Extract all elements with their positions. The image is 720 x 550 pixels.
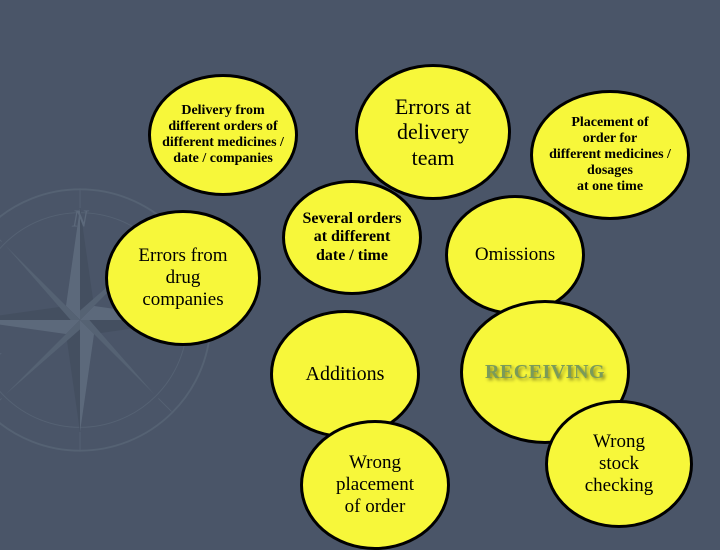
bubble-label: Wrong stock checking <box>585 431 654 497</box>
bubble-additions: Additions <box>270 310 420 438</box>
bubble-errors-delivery-team: Errors at delivery team <box>355 64 511 200</box>
bubble-wrong-placement: Wrong placement of order <box>300 420 450 550</box>
bubble-placement-order: Placement of order for different medicin… <box>530 90 690 220</box>
bubble-label: Omissions <box>475 244 555 266</box>
bubble-label: Errors at delivery team <box>395 94 471 170</box>
bubble-errors-drug-companies: Errors from drug companies <box>105 210 261 346</box>
svg-text:N: N <box>71 206 90 233</box>
bubble-label: Wrong placement of order <box>336 452 414 518</box>
bubble-label: Errors from drug companies <box>138 245 227 311</box>
bubble-label: Several orders at different date / time <box>302 210 401 265</box>
svg-text:W: W <box>0 350 2 372</box>
bubble-label: RECEIVING <box>485 361 605 384</box>
bubble-label: Delivery from different orders of differ… <box>162 103 284 167</box>
bubble-wrong-stock: Wrong stock checking <box>545 400 693 528</box>
bubble-several-orders: Several orders at different date / time <box>282 180 422 295</box>
bubble-omissions: Omissions <box>445 195 585 315</box>
bubble-label: Placement of order for different medicin… <box>549 115 671 195</box>
bubble-delivery-from: Delivery from different orders of differ… <box>148 74 298 196</box>
bubble-label: Additions <box>306 363 385 386</box>
